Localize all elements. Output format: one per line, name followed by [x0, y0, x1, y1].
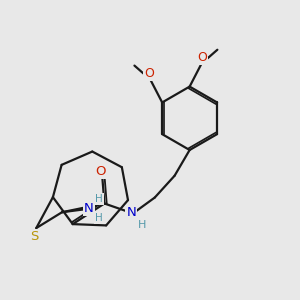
- Text: N: N: [84, 202, 93, 215]
- Text: O: O: [96, 164, 106, 178]
- Text: O: O: [197, 51, 207, 64]
- Text: H: H: [95, 194, 103, 204]
- Text: S: S: [31, 230, 39, 243]
- Text: H: H: [137, 220, 146, 230]
- Text: O: O: [145, 67, 154, 80]
- Text: N: N: [127, 206, 136, 219]
- Text: H: H: [95, 213, 103, 223]
